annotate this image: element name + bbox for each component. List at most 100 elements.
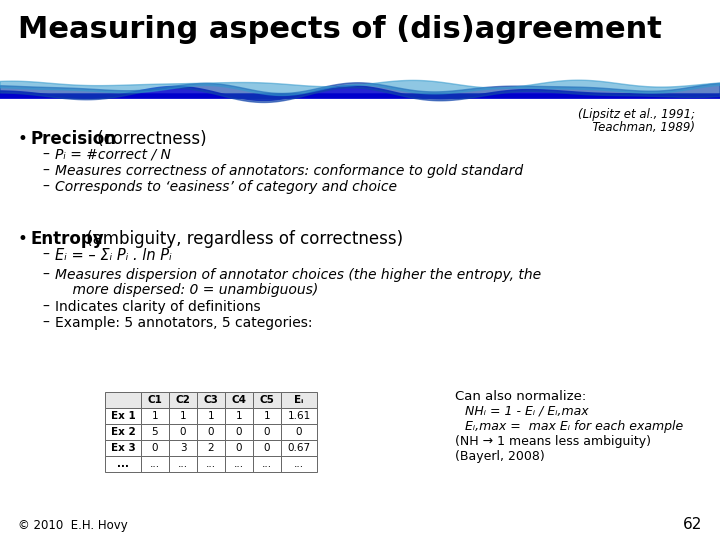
Text: ...: ... [234, 459, 244, 469]
Text: 0.67: 0.67 [287, 443, 310, 453]
Text: Corresponds to ‘easiness’ of category and choice: Corresponds to ‘easiness’ of category an… [55, 180, 397, 194]
Text: Measures dispersion of annotator choices (the higher the entropy, the: Measures dispersion of annotator choices… [55, 268, 541, 282]
Text: 1: 1 [235, 411, 243, 421]
Text: more dispersed: 0 = unambiguous): more dispersed: 0 = unambiguous) [55, 283, 318, 297]
Text: –: – [42, 316, 49, 330]
Text: C3: C3 [204, 395, 218, 405]
Bar [105, 440, 141, 456]
Bar [281, 424, 317, 440]
Bar [141, 408, 169, 424]
Text: Entropy: Entropy [30, 230, 104, 248]
Text: 1: 1 [207, 411, 215, 421]
Bar [141, 440, 169, 456]
Text: ...: ... [178, 459, 188, 469]
Text: 0: 0 [152, 443, 158, 453]
Bar [253, 424, 281, 440]
Bar [253, 392, 281, 408]
Text: (Bayerl, 2008): (Bayerl, 2008) [455, 450, 545, 463]
Text: Ex 1: Ex 1 [111, 411, 135, 421]
Bar [281, 440, 317, 456]
Text: ...: ... [262, 459, 272, 469]
Text: Measures correctness of annotators: conformance to gold standard: Measures correctness of annotators: conf… [55, 164, 523, 178]
Bar [169, 392, 197, 408]
Text: Measuring aspects of (dis)agreement: Measuring aspects of (dis)agreement [18, 15, 662, 44]
Bar [105, 424, 141, 440]
Bar [281, 408, 317, 424]
Bar [253, 408, 281, 424]
Text: C4: C4 [232, 395, 246, 405]
Text: –: – [42, 268, 49, 282]
Bar [141, 424, 169, 440]
Text: ...: ... [294, 459, 304, 469]
Text: 0: 0 [180, 427, 186, 437]
Text: –: – [42, 164, 49, 178]
Text: 2: 2 [207, 443, 215, 453]
Text: –: – [42, 148, 49, 162]
Text: –: – [42, 300, 49, 314]
Text: •: • [18, 230, 28, 248]
Text: 3: 3 [180, 443, 186, 453]
Text: 1: 1 [264, 411, 270, 421]
Text: •: • [18, 130, 28, 148]
Text: ...: ... [117, 459, 129, 469]
Bar [197, 408, 225, 424]
Text: Ex 3: Ex 3 [111, 443, 135, 453]
Text: Example: 5 annotators, 5 categories:: Example: 5 annotators, 5 categories: [55, 316, 312, 330]
Text: Teachman, 1989): Teachman, 1989) [585, 121, 695, 134]
Text: 0: 0 [296, 427, 302, 437]
Text: 1.61: 1.61 [287, 411, 310, 421]
Text: © 2010  E.H. Hovy: © 2010 E.H. Hovy [18, 519, 127, 532]
Text: ...: ... [150, 459, 160, 469]
Bar [253, 456, 281, 472]
Bar [169, 456, 197, 472]
Bar [141, 392, 169, 408]
Text: –: – [42, 180, 49, 194]
Text: ...: ... [206, 459, 216, 469]
Bar [281, 392, 317, 408]
Text: Indicates clarity of definitions: Indicates clarity of definitions [55, 300, 261, 314]
Text: Eᵢ,max =  max Eᵢ for each example: Eᵢ,max = max Eᵢ for each example [465, 420, 683, 433]
Bar [197, 424, 225, 440]
Text: 0: 0 [235, 443, 242, 453]
Bar [105, 456, 141, 472]
Text: 0: 0 [264, 427, 270, 437]
Bar [197, 456, 225, 472]
Bar [225, 408, 253, 424]
Text: Ex 2: Ex 2 [111, 427, 135, 437]
Bar [225, 440, 253, 456]
Text: –: – [42, 248, 49, 262]
Bar [197, 392, 225, 408]
Bar [281, 456, 317, 472]
Text: 1: 1 [180, 411, 186, 421]
Text: C5: C5 [260, 395, 274, 405]
Text: Can also normalize:: Can also normalize: [455, 390, 586, 403]
Text: C2: C2 [176, 395, 190, 405]
Bar [169, 408, 197, 424]
Text: 0: 0 [264, 443, 270, 453]
Text: Eᵢ: Eᵢ [294, 395, 304, 405]
Text: Precision: Precision [30, 130, 116, 148]
Bar [141, 456, 169, 472]
Bar [105, 392, 141, 408]
Text: 1: 1 [152, 411, 158, 421]
Bar [225, 392, 253, 408]
Text: (ambiguity, regardless of correctness): (ambiguity, regardless of correctness) [81, 230, 403, 248]
Bar [225, 424, 253, 440]
Text: 0: 0 [235, 427, 242, 437]
Text: 62: 62 [683, 517, 702, 532]
Text: (Lipsitz et al., 1991;: (Lipsitz et al., 1991; [578, 108, 695, 121]
Bar [169, 424, 197, 440]
Text: (NH → 1 means less ambiguity): (NH → 1 means less ambiguity) [455, 435, 651, 448]
Text: C1: C1 [148, 395, 163, 405]
Text: Pᵢ = #correct / N: Pᵢ = #correct / N [55, 148, 171, 162]
Bar [253, 440, 281, 456]
Bar [197, 440, 225, 456]
Text: (correctness): (correctness) [92, 130, 207, 148]
Bar [225, 456, 253, 472]
Text: NHᵢ = 1 - Eᵢ / Eᵢ,max: NHᵢ = 1 - Eᵢ / Eᵢ,max [465, 405, 589, 418]
Text: Eᵢ = – Σᵢ Pᵢ . ln Pᵢ: Eᵢ = – Σᵢ Pᵢ . ln Pᵢ [55, 248, 172, 263]
Text: 5: 5 [152, 427, 158, 437]
Text: 0: 0 [208, 427, 215, 437]
Bar [169, 440, 197, 456]
Bar [105, 408, 141, 424]
